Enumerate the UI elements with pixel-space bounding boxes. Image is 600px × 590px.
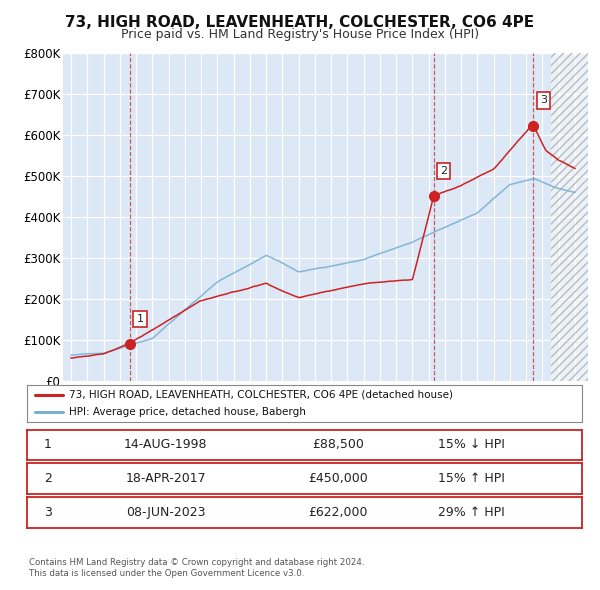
Text: 3: 3 [44, 506, 52, 519]
Text: 3: 3 [540, 96, 547, 106]
Text: £450,000: £450,000 [308, 472, 368, 485]
Text: 2: 2 [44, 472, 52, 485]
Text: 29% ↑ HPI: 29% ↑ HPI [437, 506, 505, 519]
Text: Price paid vs. HM Land Registry's House Price Index (HPI): Price paid vs. HM Land Registry's House … [121, 28, 479, 41]
Text: This data is licensed under the Open Government Licence v3.0.: This data is licensed under the Open Gov… [29, 569, 304, 578]
Text: 73, HIGH ROAD, LEAVENHEATH, COLCHESTER, CO6 4PE: 73, HIGH ROAD, LEAVENHEATH, COLCHESTER, … [65, 15, 535, 30]
Text: 2: 2 [440, 166, 447, 176]
Text: 08-JUN-2023: 08-JUN-2023 [126, 506, 205, 519]
Text: Contains HM Land Registry data © Crown copyright and database right 2024.: Contains HM Land Registry data © Crown c… [29, 558, 364, 567]
Bar [551, 53, 588, 381]
Text: 1: 1 [136, 314, 143, 324]
Text: £622,000: £622,000 [308, 506, 368, 519]
Text: 1: 1 [44, 438, 52, 451]
Text: HPI: Average price, detached house, Babergh: HPI: Average price, detached house, Babe… [68, 407, 305, 417]
Text: 14-AUG-1998: 14-AUG-1998 [124, 438, 208, 451]
Text: 18-APR-2017: 18-APR-2017 [125, 472, 206, 485]
Text: 15% ↑ HPI: 15% ↑ HPI [437, 472, 505, 485]
Text: £88,500: £88,500 [312, 438, 364, 451]
Text: 73, HIGH ROAD, LEAVENHEATH, COLCHESTER, CO6 4PE (detached house): 73, HIGH ROAD, LEAVENHEATH, COLCHESTER, … [68, 390, 452, 400]
Text: 15% ↓ HPI: 15% ↓ HPI [437, 438, 505, 451]
Bar [551, 53, 588, 381]
